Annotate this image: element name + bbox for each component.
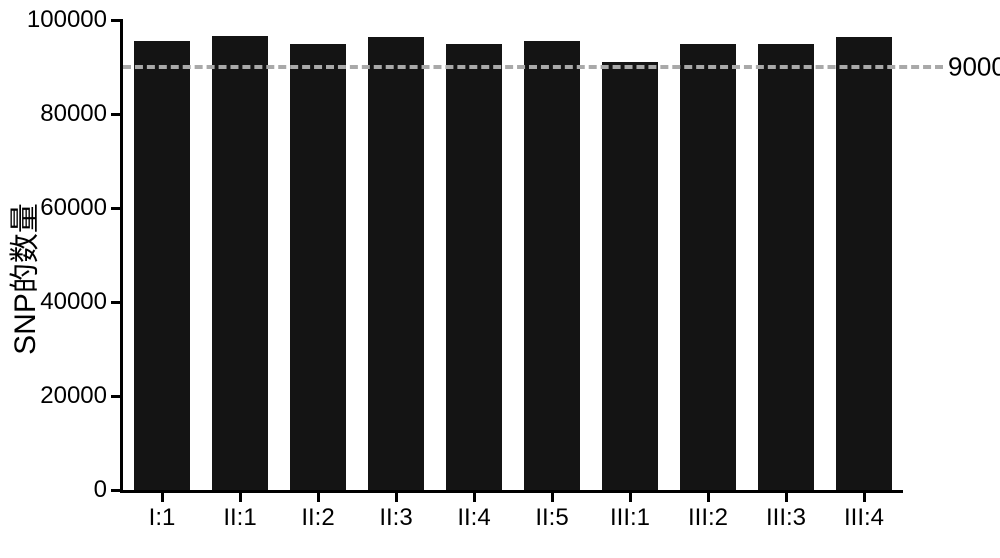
- x-tick-label: III:4: [844, 490, 884, 532]
- x-tick-label: II:4: [457, 490, 490, 532]
- y-tick-label: 100000: [27, 6, 123, 34]
- bar: [290, 44, 346, 491]
- y-tick-label: 60000: [40, 194, 123, 222]
- bar: [758, 44, 814, 490]
- snp-bar-chart: SNP的数量 020000400006000080000100000I:1II:…: [0, 0, 1000, 558]
- reference-line-label: 90000: [948, 52, 1000, 83]
- bar: [836, 37, 892, 490]
- bar: [602, 62, 658, 490]
- x-tick-label: II:2: [301, 490, 334, 532]
- x-tick-label: II:5: [535, 490, 568, 532]
- bar: [680, 44, 736, 491]
- y-tick-label: 0: [94, 476, 123, 504]
- x-tick-label: III:1: [610, 490, 650, 532]
- y-axis-title: SNP的数量: [0, 203, 44, 355]
- x-tick-label: II:3: [379, 490, 412, 532]
- x-tick-label: I:1: [149, 490, 176, 532]
- bar: [368, 37, 424, 490]
- plot-area: 020000400006000080000100000I:1II:1II:2II…: [120, 20, 903, 493]
- bar: [524, 41, 580, 490]
- x-tick-label: III:2: [688, 490, 728, 532]
- bar: [134, 41, 190, 490]
- x-tick-label: III:3: [766, 490, 806, 532]
- bar: [446, 44, 502, 490]
- x-tick-label: II:1: [223, 490, 256, 532]
- y-tick-label: 40000: [40, 288, 123, 316]
- y-tick-label: 80000: [40, 100, 123, 128]
- reference-line: [123, 65, 943, 69]
- bar: [212, 36, 268, 490]
- y-tick-label: 20000: [40, 382, 123, 410]
